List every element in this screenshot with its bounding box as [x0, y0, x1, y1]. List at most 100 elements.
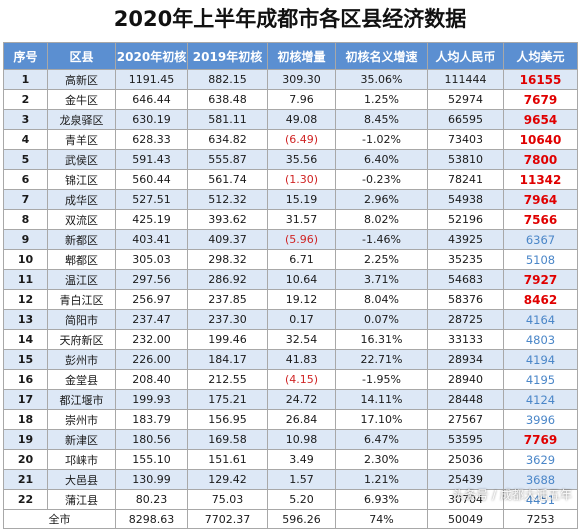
cell-2020: 130.99 [115, 469, 188, 490]
cell-delta: 15.19 [267, 189, 336, 210]
cell-rank: 3 [3, 109, 48, 130]
cell-growth: 1.25% [335, 89, 428, 110]
cell-pc-usd: 4195 [503, 369, 578, 390]
cell-pc-rmb: 53810 [427, 149, 504, 170]
cell-2019: 237.85 [187, 289, 268, 310]
cell-rank: 2 [3, 89, 48, 110]
table-row: 3 龙泉驿区 630.19 581.11 49.08 8.45% 66595 9654 [3, 109, 578, 130]
table-row: 21 大邑县 130.99 129.42 1.57 1.21% 25439 3688 [3, 469, 578, 490]
cell-growth: 6.40% [335, 149, 428, 170]
cell-delta: 41.83 [267, 349, 336, 370]
cell-rank: 6 [3, 169, 48, 190]
cell-2019: 409.37 [187, 229, 268, 250]
cell-delta: 3.49 [267, 449, 336, 470]
cell-rank: 10 [3, 249, 48, 270]
cell-2020: 297.56 [115, 269, 188, 290]
cell-2019: 638.48 [187, 89, 268, 110]
cell-2019: 151.61 [187, 449, 268, 470]
table-row: 5 武侯区 591.43 555.87 35.56 6.40% 53810 7800 [3, 149, 578, 170]
cell-district: 双流区 [47, 209, 116, 230]
cell-2019: 184.17 [187, 349, 268, 370]
cell-2020: 80.23 [115, 489, 188, 510]
cell-rank: 4 [3, 129, 48, 150]
cell-pc-usd: 4124 [503, 389, 578, 410]
cell-pc-usd: 5108 [503, 249, 578, 270]
cell-delta: (6.49) [267, 129, 336, 150]
cell-2020: 237.47 [115, 309, 188, 330]
cell-delta: (5.96) [267, 229, 336, 250]
cell-2019: 512.32 [187, 189, 268, 210]
header-district: 区县 [47, 42, 116, 70]
cell-pc-usd: 7964 [503, 189, 578, 210]
cell-2019: 561.74 [187, 169, 268, 190]
cell-growth: 1.21% [335, 469, 428, 490]
cell-district: 蒲江县 [47, 489, 116, 510]
cell-pc-rmb: 30704 [427, 489, 504, 510]
cell-delta: 19.12 [267, 289, 336, 310]
cell-pc-usd: 3629 [503, 449, 578, 470]
cell-growth: 3.71% [335, 269, 428, 290]
cell-rank: 1 [3, 69, 48, 90]
table-body: 1 高新区 1191.45 882.15 309.30 35.06% 111444 16155… [3, 69, 578, 529]
cell-2020: 527.51 [115, 189, 188, 210]
cell-growth: 0.07% [335, 309, 428, 330]
cell-pc-usd: 3688 [503, 469, 578, 490]
cell-growth: 8.45% [335, 109, 428, 130]
cell-2020: 232.00 [115, 329, 188, 350]
cell-rank: 17 [3, 389, 48, 410]
cell-delta: 1.57 [267, 469, 336, 490]
table-row: 1 高新区 1191.45 882.15 309.30 35.06% 111444 16155 [3, 69, 578, 90]
cell-rank: 18 [3, 409, 48, 430]
cell-pc-usd: 10640 [503, 129, 578, 150]
table-row: 22 蒲江县 80.23 75.03 5.20 6.93% 30704 4451 [3, 489, 578, 510]
cell-pc-rmb: 33133 [427, 329, 504, 350]
cell-pc-usd: 4164 [503, 309, 578, 330]
cell-district: 成华区 [47, 189, 116, 210]
cell-delta: 26.84 [267, 409, 336, 430]
cell-district: 新津区 [47, 429, 116, 450]
cell-rank: 16 [3, 369, 48, 390]
cell-2019: 169.58 [187, 429, 268, 450]
cell-district: 大邑县 [47, 469, 116, 490]
table-row: 19 新津区 180.56 169.58 10.98 6.47% 53595 7769 [3, 429, 578, 450]
cell-pc-rmb: 25036 [427, 449, 504, 470]
total-label: 全市 [3, 509, 116, 529]
cell-district: 新都区 [47, 229, 116, 250]
cell-growth: 8.04% [335, 289, 428, 310]
cell-delta: 10.64 [267, 269, 336, 290]
cell-pc-usd: 7800 [503, 149, 578, 170]
cell-rank: 7 [3, 189, 48, 210]
total-delta: 596.26 [267, 509, 336, 529]
table-row: 8 双流区 425.19 393.62 31.57 8.02% 52196 7566 [3, 209, 578, 230]
cell-pc-rmb: 54938 [427, 189, 504, 210]
cell-2019: 175.21 [187, 389, 268, 410]
cell-district: 彭州市 [47, 349, 116, 370]
cell-growth: 17.10% [335, 409, 428, 430]
cell-pc-usd: 9654 [503, 109, 578, 130]
cell-growth: 35.06% [335, 69, 428, 90]
cell-pc-rmb: 111444 [427, 69, 504, 90]
cell-2019: 581.11 [187, 109, 268, 130]
cell-pc-usd: 7927 [503, 269, 578, 290]
total-growth: 74% [335, 509, 428, 529]
cell-growth: 14.11% [335, 389, 428, 410]
header-pc-usd: 人均美元 [503, 42, 578, 70]
cell-2020: 155.10 [115, 449, 188, 470]
cell-district: 郫都区 [47, 249, 116, 270]
cell-pc-rmb: 35235 [427, 249, 504, 270]
cell-growth: 6.47% [335, 429, 428, 450]
cell-delta: 10.98 [267, 429, 336, 450]
header-2019: 2019年初核 [187, 42, 268, 70]
table-row: 10 郫都区 305.03 298.32 6.71 2.25% 35235 5108 [3, 249, 578, 270]
cell-district: 金牛区 [47, 89, 116, 110]
cell-pc-usd: 4803 [503, 329, 578, 350]
cell-delta: (1.30) [267, 169, 336, 190]
cell-pc-usd: 4194 [503, 349, 578, 370]
cell-2020: 403.41 [115, 229, 188, 250]
cell-growth: 2.30% [335, 449, 428, 470]
cell-rank: 13 [3, 309, 48, 330]
cell-pc-usd: 7679 [503, 89, 578, 110]
cell-2020: 560.44 [115, 169, 188, 190]
cell-growth: 8.02% [335, 209, 428, 230]
cell-pc-usd: 6367 [503, 229, 578, 250]
